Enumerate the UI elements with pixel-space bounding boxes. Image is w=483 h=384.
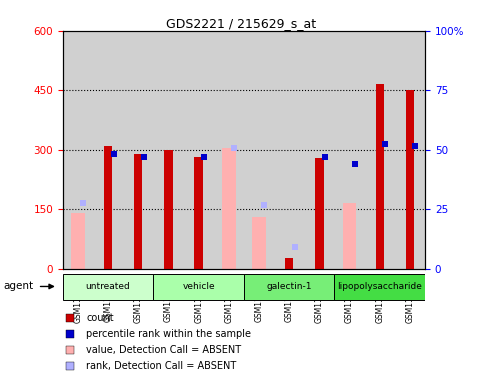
Bar bbox=[194, 157, 203, 269]
Bar bbox=[365, 31, 395, 269]
Text: percentile rank within the sample: percentile rank within the sample bbox=[86, 329, 251, 339]
Bar bbox=[71, 213, 85, 269]
Bar bbox=[334, 274, 425, 300]
Bar bbox=[154, 274, 244, 300]
Bar bbox=[315, 158, 324, 269]
Bar bbox=[252, 217, 266, 269]
Bar bbox=[154, 31, 184, 269]
Bar bbox=[134, 154, 142, 269]
Text: vehicle: vehicle bbox=[182, 282, 215, 291]
Bar bbox=[274, 31, 304, 269]
Text: untreated: untreated bbox=[85, 282, 130, 291]
Bar bbox=[93, 31, 123, 269]
Bar bbox=[104, 146, 112, 269]
Bar bbox=[164, 150, 173, 269]
Bar bbox=[343, 204, 356, 269]
Bar bbox=[213, 31, 244, 269]
Bar bbox=[63, 31, 93, 269]
Text: value, Detection Call = ABSENT: value, Detection Call = ABSENT bbox=[86, 345, 242, 355]
Text: count: count bbox=[86, 313, 114, 323]
Text: GDS2221 / 215629_s_at: GDS2221 / 215629_s_at bbox=[167, 17, 316, 30]
Text: lipopolysaccharide: lipopolysaccharide bbox=[337, 282, 422, 291]
Bar bbox=[376, 84, 384, 269]
Bar bbox=[244, 274, 334, 300]
Bar bbox=[184, 31, 213, 269]
Bar bbox=[63, 274, 154, 300]
Bar bbox=[406, 90, 414, 269]
Bar bbox=[395, 31, 425, 269]
Text: rank, Detection Call = ABSENT: rank, Detection Call = ABSENT bbox=[86, 361, 237, 371]
Bar bbox=[285, 258, 293, 269]
Bar bbox=[334, 31, 365, 269]
Text: galectin-1: galectin-1 bbox=[267, 282, 312, 291]
Bar bbox=[244, 31, 274, 269]
Bar bbox=[222, 148, 236, 269]
Bar bbox=[304, 31, 334, 269]
Text: agent: agent bbox=[3, 281, 33, 291]
Bar bbox=[123, 31, 154, 269]
